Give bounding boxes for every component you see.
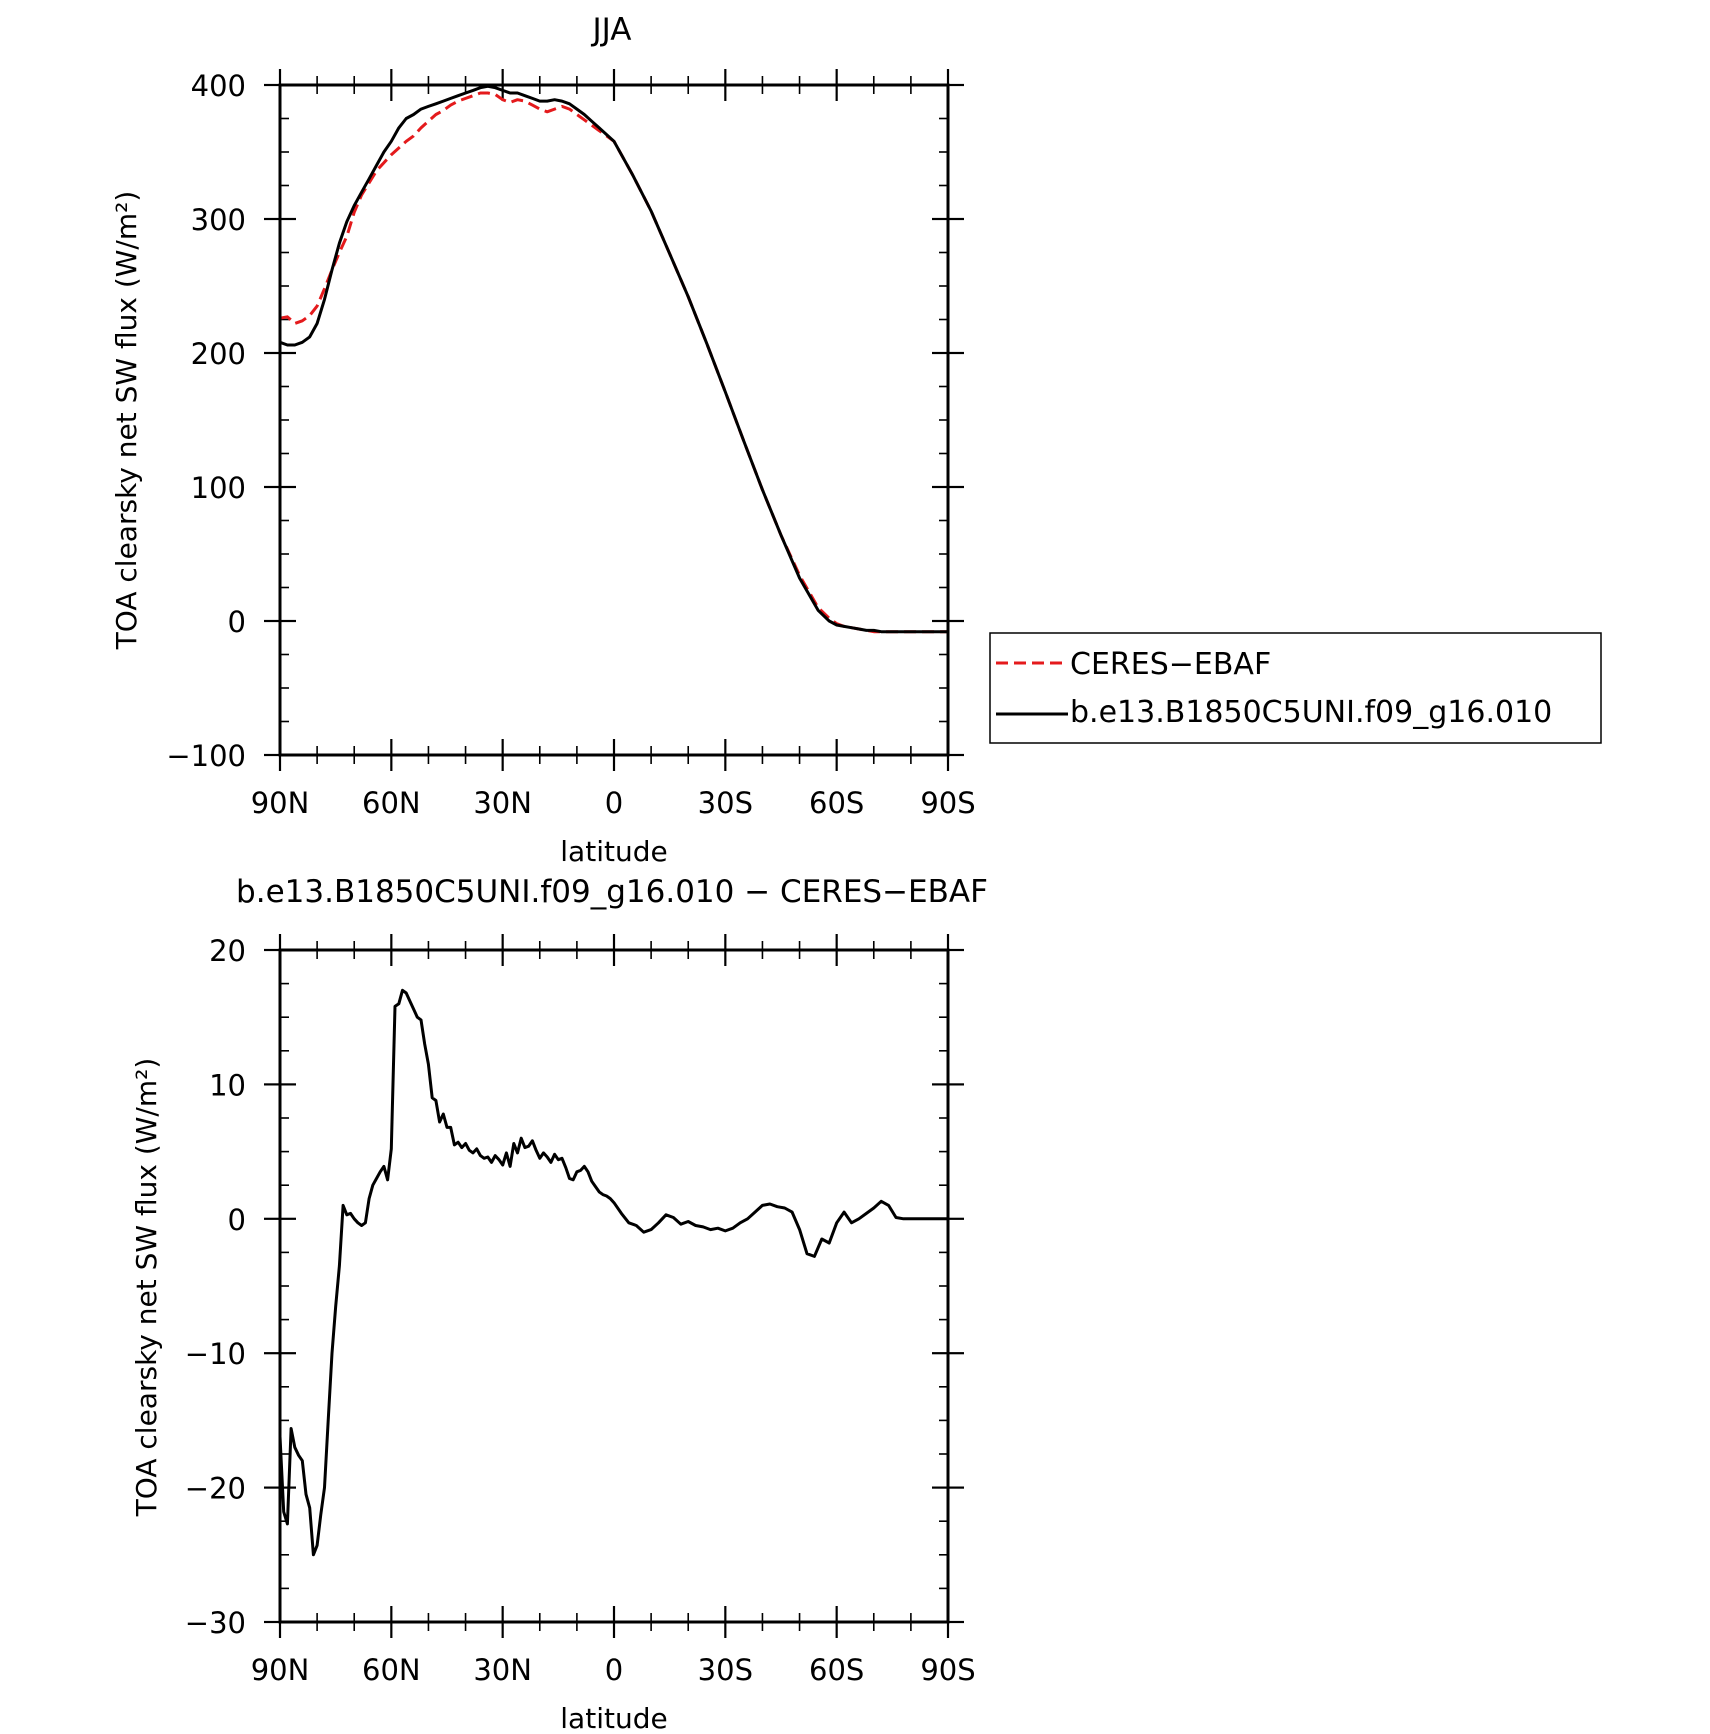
legend: CERES−EBAF b.e13.B1850C5UNI.f09_g16.010 (989, 632, 1602, 744)
x-tick-label: 60S (809, 786, 864, 820)
top-panel: JJA 90N 60N 30N 0 30S 60S 90S 400 300 200 100 0 −100… (110, 12, 1602, 868)
x-tick-label: 90N (251, 786, 310, 820)
x-tick-label: 0 (605, 786, 623, 820)
top-series-group (279, 84, 948, 634)
y-tick-label: 100 (191, 471, 246, 505)
y-tick-label: 0 (228, 605, 246, 639)
x-tick-label: 90N (251, 1653, 310, 1687)
y-tick-label: 400 (191, 69, 246, 103)
y-tick-label: −30 (185, 1606, 246, 1640)
y-tick-label: −20 (185, 1472, 246, 1506)
top-plot-frame (278, 83, 950, 757)
x-tick-label: 90S (920, 1653, 975, 1687)
y-tick-label: −10 (185, 1337, 246, 1371)
bottom-plot-title: b.e13.B1850C5UNI.f09_g16.010 − CERES−EBA… (236, 874, 988, 910)
y-tick-label: 0 (228, 1203, 246, 1237)
bottom-y-axis-title: TOA clearsky net SW flux (W/m²) (130, 1058, 163, 1518)
y-tick-label: 20 (209, 934, 246, 968)
x-tick-label: 30S (698, 1653, 753, 1687)
x-tick-label: 90S (920, 786, 975, 820)
top-plot-title: JJA (591, 12, 632, 48)
y-tick-label: 300 (191, 203, 246, 237)
y-tick-label: −100 (166, 739, 246, 773)
legend-box (989, 632, 1602, 744)
x-tick-label: 30N (473, 1653, 532, 1687)
series-line-b-e13-b1850c5uni-f09-g16-010 (279, 84, 948, 634)
legend-label-ceres: CERES−EBAF (1070, 647, 1271, 682)
bottom-panel: b.e13.B1850C5UNI.f09_g16.010 − CERES−EBA… (130, 874, 988, 1734)
top-axis-ticks: 90N 60N 30N 0 30S 60S 90S 400 300 200 100 0 −100 (166, 69, 976, 820)
bottom-plot-frame (278, 948, 950, 1624)
y-tick-label: 200 (191, 337, 246, 371)
y-tick-label: 10 (209, 1068, 246, 1102)
x-tick-label: 60N (362, 786, 421, 820)
bottom-series-group (278, 988, 948, 1557)
legend-label-model: b.e13.B1850C5UNI.f09_g16.010 (1070, 695, 1552, 730)
top-y-axis-title: TOA clearsky net SW flux (W/m²) (110, 191, 143, 651)
series-line-diff-0 (278, 988, 948, 1557)
bottom-x-axis-title: latitude (560, 1702, 667, 1734)
x-tick-label: 60S (809, 1653, 864, 1687)
x-tick-label: 0 (605, 1653, 623, 1687)
x-tick-label: 30S (698, 786, 753, 820)
x-tick-label: 60N (362, 1653, 421, 1687)
top-x-axis-title: latitude (560, 835, 667, 868)
x-tick-label: 30N (473, 786, 532, 820)
